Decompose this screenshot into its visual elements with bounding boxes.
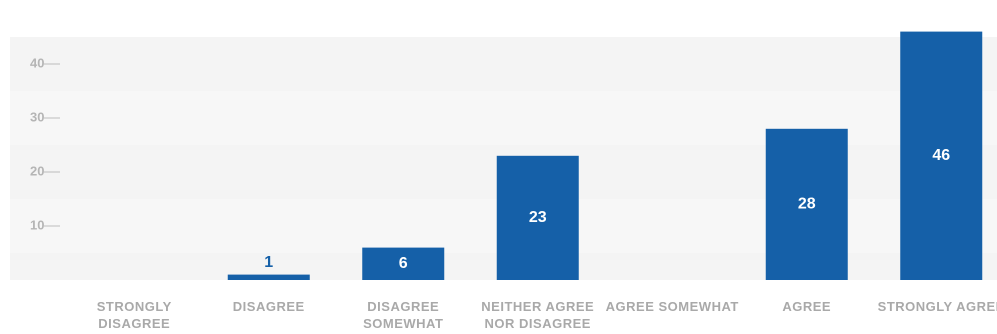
value-label: 6 bbox=[399, 255, 408, 272]
x-tick-label: DISAGREE SOMEWHAT bbox=[363, 299, 443, 331]
bar bbox=[496, 155, 579, 280]
value-label: 23 bbox=[529, 209, 547, 226]
x-tick-label: AGREE SOMEWHAT bbox=[606, 299, 739, 314]
x-tick-label: STRONGLY DISAGREE bbox=[97, 299, 172, 331]
y-tick-label: 20 bbox=[30, 163, 44, 178]
y-tick-label: 30 bbox=[30, 109, 44, 124]
bar bbox=[227, 274, 310, 280]
x-tick-label: NEITHER AGREE NOR DISAGREE bbox=[481, 299, 594, 331]
value-label: 1 bbox=[264, 254, 273, 271]
bar bbox=[765, 128, 848, 280]
bar bbox=[362, 247, 445, 280]
value-label: 28 bbox=[798, 196, 816, 213]
y-tick-label: 40 bbox=[30, 55, 44, 70]
x-tick-label: AGREE bbox=[782, 299, 831, 314]
grid-band bbox=[10, 37, 997, 91]
value-label: 46 bbox=[932, 147, 950, 164]
grid-band bbox=[10, 91, 997, 145]
x-tick-label: STRONGLY AGREE bbox=[878, 299, 997, 314]
y-tick-label: 10 bbox=[30, 217, 44, 232]
bar bbox=[900, 31, 983, 280]
x-tick-label: DISAGREE bbox=[233, 299, 305, 314]
